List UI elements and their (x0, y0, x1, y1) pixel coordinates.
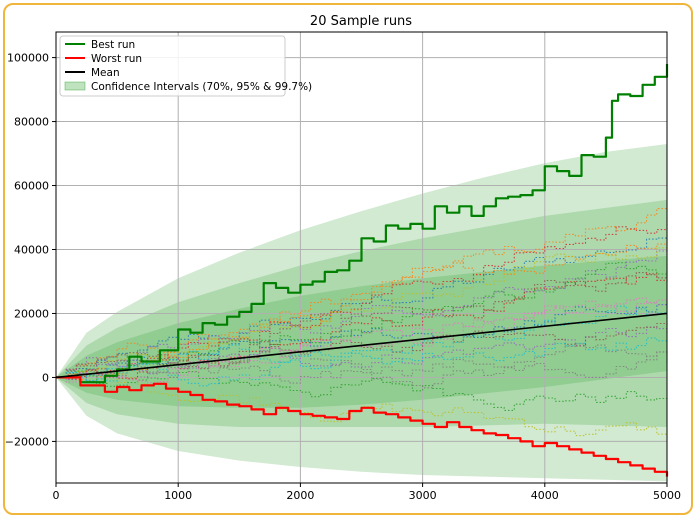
sample-runs (56, 208, 668, 437)
legend-label: Confidence Intervals (70%, 95% & 99.7%) (91, 81, 312, 93)
x-axis-ticks: 0 1000 2000 3000 4000 5000 (53, 483, 681, 502)
y-tick-label: 20000 (14, 307, 49, 320)
sample-run-line (56, 208, 668, 381)
y-tick-label: 40000 (14, 244, 49, 257)
sample-run-line (56, 371, 668, 411)
x-tick-label: 0 (53, 489, 60, 502)
sample-run-line (56, 371, 668, 437)
sample-run-line (56, 271, 668, 378)
sample-run-line (56, 337, 668, 387)
y-axis-ticks: −20000 0 20000 40000 60000 80000 100000 (5, 52, 56, 448)
legend-label: Worst run (91, 53, 142, 65)
sample-run-line (56, 305, 668, 378)
x-tick-label: 2000 (286, 489, 314, 502)
main-lines (55, 64, 669, 477)
y-tick-label: 80000 (14, 116, 49, 129)
mean-line (55, 312, 668, 379)
x-tick-label: 1000 (164, 489, 192, 502)
legend: Best run Worst run Mean Confidence Interval… (59, 35, 312, 97)
sample-run-line (56, 249, 668, 378)
x-tick-label: 5000 (653, 489, 681, 502)
y-tick-label: 0 (42, 371, 49, 384)
y-tick-label: 100000 (7, 52, 49, 65)
chart-title: 20 Sample runs (310, 14, 412, 29)
sample-run-line (56, 343, 668, 379)
sample-run-line (56, 351, 668, 389)
legend-label: Best run (91, 39, 135, 51)
plot-border (55, 31, 668, 484)
legend-box (59, 35, 286, 97)
y-tick-label: 60000 (14, 180, 49, 193)
sample-run-line (56, 294, 668, 384)
x-tick-label: 3000 (409, 489, 437, 502)
x-tick-label: 4000 (531, 489, 559, 502)
sample-run-line (56, 322, 668, 378)
worst-run-line (56, 376, 669, 477)
legend-swatch-ci (64, 81, 86, 91)
legend-label: Mean (91, 67, 120, 79)
sample-run-line (56, 304, 668, 378)
y-tick-label: −20000 (5, 435, 49, 448)
best-run-line (56, 64, 669, 384)
sample-run-line (56, 273, 668, 380)
sample-run-line (56, 262, 668, 378)
